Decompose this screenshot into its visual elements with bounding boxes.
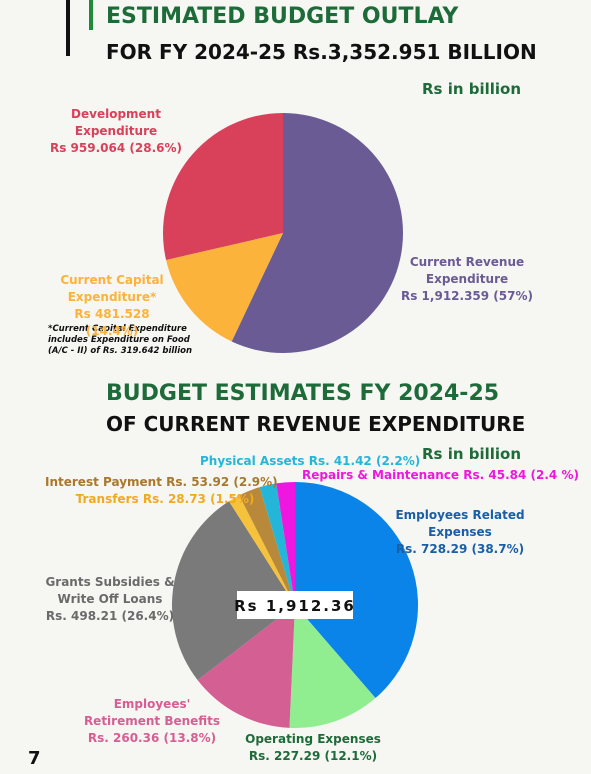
pie-slice: [166, 233, 283, 342]
pie-slice: [197, 605, 295, 728]
category-label: Repairs & Maintenance: [302, 468, 460, 482]
category-label: Current Capital Expenditure*: [60, 273, 164, 304]
slice-label: Transfers Rs. 28.73 (1.5%): [65, 491, 265, 508]
value-label: Rs. 28.73 (1.5%): [142, 492, 255, 506]
category-label: Grants Subsidies & Write Off Loans: [45, 575, 175, 606]
value-label: Rs. 53.92 (2.9%): [166, 475, 278, 489]
slice-label: Development Expenditure Rs 959.064 (28.6…: [41, 106, 191, 157]
slice-label: Grants Subsidies & Write Off Loans Rs. 4…: [45, 574, 175, 625]
chart-subtitle: OF CURRENT REVENUE EXPENDITURE: [106, 412, 526, 436]
slice-label: Repairs & Maintenance Rs. 45.84 (2.4 %): [302, 467, 579, 484]
footnote: *Current Capital Expenditure includes Ex…: [48, 324, 193, 356]
slice-label: Employees Related Expenses Rs. 728.29 (3…: [385, 507, 535, 558]
pie-slice: [231, 113, 403, 353]
unit-note: Rs in billion: [422, 80, 522, 98]
pie-slice: [276, 482, 295, 605]
pie-slice: [295, 482, 418, 699]
slice-label: Current Revenue Expenditure Rs 1,912.359…: [397, 254, 537, 305]
pie-slice: [171, 501, 295, 681]
value-label: Rs. 41.42 (2.2%): [308, 454, 421, 468]
slice-label: Employees' Retirement Benefits Rs. 260.3…: [82, 696, 222, 747]
slice-label: Physical Assets Rs. 41.42 (2.2%): [200, 453, 420, 470]
value-label: Rs. 728.29 (38.7%): [395, 542, 525, 556]
decor-bar: [89, 0, 93, 30]
chart-subtitle: FOR FY 2024-25 Rs.3,352.951 BILLION: [106, 40, 537, 64]
unit-note: Rs in billion: [422, 445, 522, 463]
slice-label: Current Capital Expenditure* Rs 481.528 …: [47, 272, 177, 340]
pie-slice: [259, 483, 295, 605]
category-label: Physical Assets: [200, 454, 305, 468]
category-label: Operating Expenses: [245, 732, 381, 746]
category-label: Current Revenue Expenditure: [409, 255, 525, 286]
pie-slice: [289, 605, 376, 728]
value-label: Rs. 260.36 (13.8%): [87, 731, 217, 745]
chart-title: ESTIMATED BUDGET OUTLAY: [106, 4, 459, 29]
pie-slice: [239, 487, 295, 605]
value-label: Rs. 227.29 (12.1%): [248, 749, 378, 763]
category-label: Employees Related Expenses: [395, 508, 525, 539]
value-label: Rs. 45.84 (2.4 %): [463, 468, 579, 482]
page-number: 7: [28, 748, 41, 769]
slice-label: Operating Expenses Rs. 227.29 (12.1%): [243, 731, 383, 765]
slice-label: Interest Payment Rs. 53.92 (2.9%): [45, 474, 278, 491]
decor-bar: [66, 0, 70, 56]
chart-title: BUDGET ESTIMATES FY 2024-25: [106, 381, 500, 406]
value-label: Rs 959.064 (28.6%): [50, 141, 182, 155]
category-label: Employees' Retirement Benefits: [83, 697, 221, 728]
category-label: Development Expenditure: [71, 107, 161, 138]
category-label: Transfers: [75, 492, 139, 506]
center-label-box: [237, 591, 353, 619]
value-label: Rs 481.528 (14.4%): [74, 307, 150, 338]
center-label: Rs 1,912.36: [234, 597, 356, 615]
value-label: Rs. 498.21 (26.4%): [45, 609, 175, 623]
category-label: Interest Payment: [45, 475, 162, 489]
value-label: Rs 1,912.359 (57%): [401, 289, 533, 303]
pie-slice: [163, 113, 283, 260]
pie-slice: [228, 495, 295, 605]
